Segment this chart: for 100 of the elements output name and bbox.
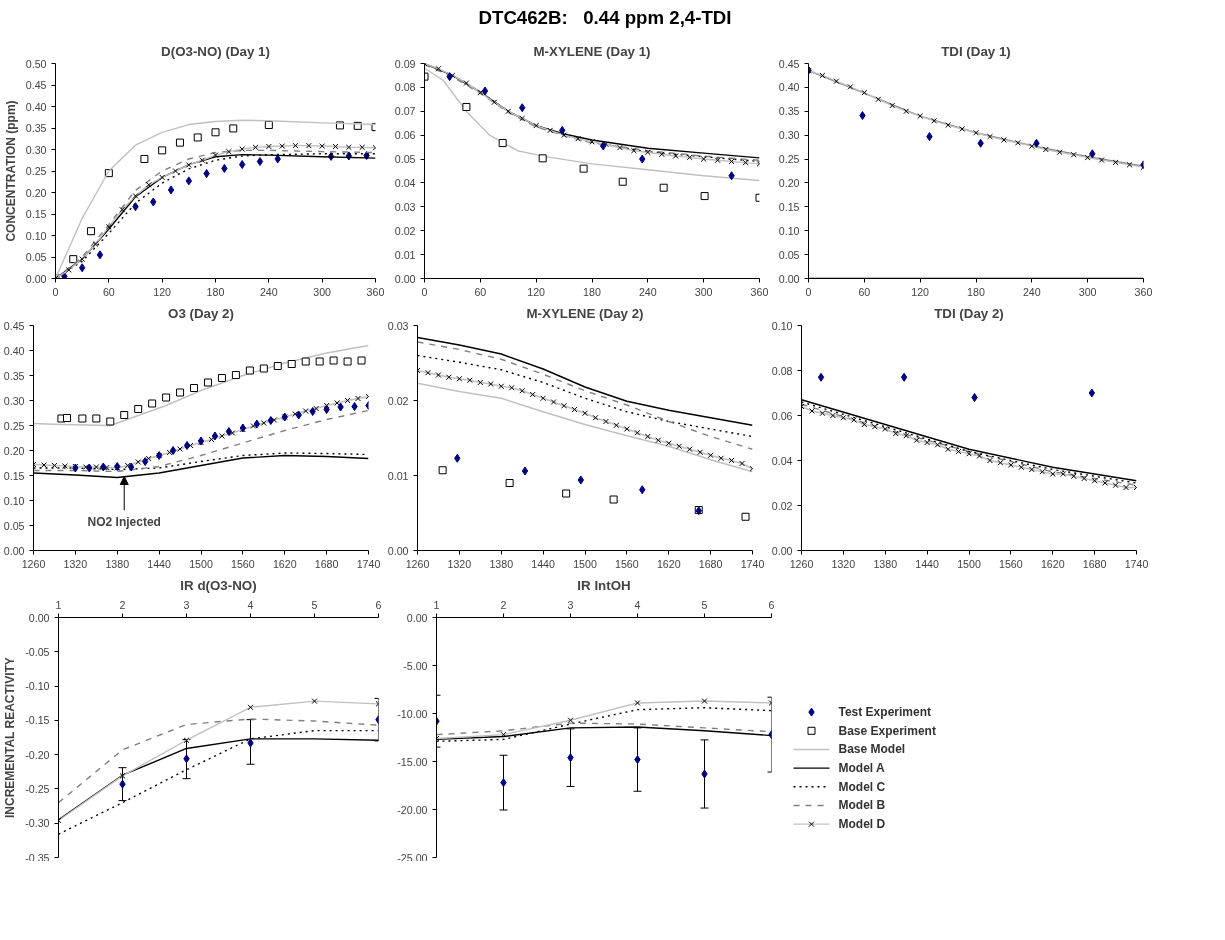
x-tick-label: 180	[583, 285, 601, 298]
legend-label: Model A	[838, 761, 886, 776]
x-tick-label: 240	[1022, 285, 1041, 298]
x-tick-label: 6	[375, 598, 382, 611]
chart-title: M-XYLENE (Day 2)	[526, 305, 644, 321]
chart-title: IR IntOH	[577, 577, 631, 593]
x-tick-label: 3	[183, 598, 190, 611]
x-tick-label: 1320	[447, 557, 472, 570]
y-tick-label: 0.35	[3, 369, 25, 382]
legend-label: Model C	[838, 779, 886, 794]
y-tick-label: 0.10	[778, 224, 800, 237]
y-tick-label: -0.35	[25, 851, 50, 864]
x-tick-label: 1740	[740, 557, 765, 570]
chart-title: IR d(O3-NO)	[180, 577, 257, 593]
legend-label: Test Experiment	[838, 705, 931, 720]
x-tick-label: 1560	[231, 557, 255, 570]
y-tick-label: 0.30	[25, 143, 47, 156]
x-tick-label: 2	[500, 598, 507, 611]
y-tick-label: 0.40	[778, 81, 800, 94]
y-tick-label: 0.05	[778, 248, 800, 261]
x-tick-label: 1260	[21, 557, 46, 570]
y-tick-label: 0.00	[25, 272, 47, 285]
y-tick-label: 0.00	[406, 611, 428, 624]
y-tick-label: 0.05	[394, 153, 416, 166]
x-tick-label: 1680	[1082, 557, 1107, 570]
y-tick-label: 0.30	[778, 129, 800, 142]
y-tick-label: 0.30	[3, 394, 25, 407]
y-tick-label: 0.05	[3, 519, 25, 532]
y-tick-label: 0.00	[778, 272, 800, 285]
y-tick-label: 0.25	[778, 153, 800, 166]
y-tick-label: 0.00	[387, 544, 409, 557]
y-tick-label: 0.08	[394, 81, 416, 94]
x-tick-label: 1560	[999, 557, 1023, 570]
x-tick-label: 1440	[147, 557, 172, 570]
y-tick-label: 0.06	[771, 409, 793, 422]
y-tick-label: 0.01	[387, 469, 409, 482]
y-axis-title: INCREMENTAL REACTIVITY	[3, 657, 18, 819]
y-tick-label: -0.20	[25, 748, 50, 761]
x-tick-label: 360	[750, 285, 769, 298]
x-tick-label: 1260	[405, 557, 430, 570]
x-tick-label: 1740	[356, 557, 381, 570]
x-tick-label: 1620	[1040, 557, 1065, 570]
y-tick-label: 0.05	[25, 251, 47, 263]
y-tick-label: -0.15	[25, 714, 50, 727]
y-tick-label: 0.04	[771, 454, 793, 467]
y-tick-label: 0.35	[778, 105, 800, 118]
y-tick-label: 0.20	[778, 176, 800, 189]
y-tick-label: 0.50	[25, 57, 47, 70]
chart-title: D(O3-NO) (Day 1)	[161, 43, 270, 59]
x-tick-label: 1500	[957, 557, 981, 570]
chart-title: M-XYLENE (Day 1)	[533, 43, 651, 59]
x-tick-label: 1440	[531, 557, 556, 570]
y-tick-label: 0.00	[3, 544, 25, 557]
x-tick-label: 120	[153, 285, 172, 298]
x-tick-label: 0	[421, 285, 428, 298]
y-tick-label: 0.45	[778, 57, 800, 70]
x-tick-label: 0	[52, 285, 59, 298]
x-tick-label: 1680	[698, 557, 723, 570]
x-tick-label: 1740	[1124, 557, 1149, 570]
x-tick-label: 60	[858, 285, 871, 298]
x-tick-label: 1	[55, 598, 62, 611]
y-tick-label: 0.10	[25, 229, 47, 242]
y-tick-label: 0.02	[387, 394, 409, 407]
x-tick-label: 360	[366, 285, 385, 298]
y-tick-label: 0.00	[394, 272, 416, 285]
x-tick-label: 1440	[915, 557, 940, 570]
y-axis-title: CONCENTRATION (ppm)	[3, 100, 18, 242]
x-tick-label: 180	[967, 285, 985, 298]
y-tick-label: -10.00	[397, 707, 428, 720]
y-tick-label: 0.00	[771, 544, 793, 557]
x-tick-label: 300	[313, 285, 332, 298]
y-tick-label: 0.08	[771, 364, 793, 377]
x-tick-label: 2	[119, 598, 126, 611]
legend-label: Base Model	[838, 742, 906, 757]
chart-title: O3 (Day 2)	[168, 305, 234, 321]
y-tick-label: 0.25	[25, 165, 47, 177]
text: DTC462B: 0.44 ppm 2,4-TDI	[477, 6, 733, 30]
legend-label: Model D	[838, 817, 886, 832]
x-tick-label: 1380	[105, 557, 130, 570]
x-tick-label: 60	[474, 285, 487, 298]
legend-label: Model B	[838, 798, 886, 813]
y-tick-label: 0.15	[778, 200, 800, 213]
x-tick-label: 5	[701, 598, 708, 611]
y-tick-label: 0.40	[3, 344, 25, 357]
y-tick-label: 0.04	[394, 176, 416, 189]
x-tick-label: 1260	[789, 557, 814, 570]
y-tick-label: 0.45	[25, 79, 47, 91]
y-tick-label: 0.40	[25, 100, 47, 113]
chart-title: TDI (Day 1)	[941, 43, 1011, 59]
y-tick-label: 0.20	[3, 444, 25, 457]
y-tick-label: 0.15	[25, 208, 47, 220]
y-tick-label: -0.05	[25, 645, 50, 658]
y-tick-label: 0.20	[25, 186, 47, 199]
x-tick-label: 4	[634, 598, 641, 611]
y-tick-label: -5.00	[403, 659, 428, 672]
y-tick-label: 0.01	[394, 248, 416, 261]
x-tick-label: 1320	[831, 557, 856, 570]
y-tick-label: 0.02	[771, 499, 793, 512]
x-tick-label: 1	[433, 598, 440, 611]
y-tick-label: -20.00	[397, 803, 428, 816]
